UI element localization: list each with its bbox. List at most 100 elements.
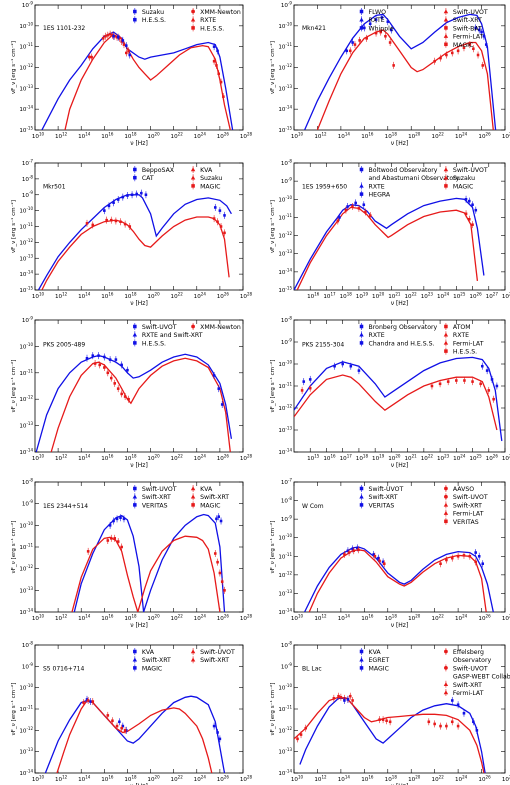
data-point — [296, 737, 299, 741]
legend-label: MAGIC — [453, 42, 473, 49]
data-point — [130, 193, 134, 197]
data-point — [218, 571, 222, 575]
x-tick-label: 1024 — [194, 613, 207, 622]
data-point — [380, 16, 384, 19]
y-tick-label: 10-13 — [278, 747, 292, 756]
legend-marker — [443, 9, 449, 14]
data-point — [337, 694, 340, 698]
legend-marker — [443, 502, 449, 507]
x-tick-label: 1022 — [171, 453, 184, 462]
data-point — [464, 212, 468, 216]
data-point — [476, 53, 480, 57]
plot-area — [44, 695, 226, 773]
y-tick-label: 10-9 — [281, 337, 293, 346]
data-point — [490, 378, 494, 381]
data-point — [213, 206, 217, 209]
legend-marker — [190, 17, 196, 22]
data-point — [123, 395, 127, 398]
x-tick-label: 1014 — [338, 131, 351, 140]
legend-marker — [190, 649, 196, 654]
legend-marker — [444, 649, 448, 654]
data-point — [217, 72, 221, 76]
x-tick-label: 1022 — [432, 774, 445, 783]
x-tick-label: 1024 — [194, 453, 207, 462]
x-tick-label: 1016 — [361, 613, 374, 622]
data-point — [216, 560, 219, 564]
y-tick-label: 10-12 — [278, 726, 292, 735]
y-tick-label: 10-13 — [19, 586, 33, 595]
y-tick-label: 10-14 — [278, 607, 292, 616]
y-tick-label: 10-9 — [22, 315, 34, 324]
model-curve — [304, 546, 494, 612]
source-name: S5 0716+714 — [43, 666, 84, 673]
legend-label: Bronberg Observatory — [369, 324, 438, 331]
legend-marker — [443, 175, 449, 180]
data-point — [223, 589, 226, 592]
legend-marker — [359, 666, 364, 670]
legend-label: EGRET — [369, 657, 390, 664]
data-point — [462, 554, 466, 557]
x-tick-label: 1012 — [55, 774, 68, 783]
x-tick-label: 1016 — [361, 774, 374, 783]
data-point — [351, 547, 354, 551]
y-axis-label: νF_ν [erg s⁻¹ cm⁻²] — [10, 521, 17, 574]
data-point — [481, 64, 485, 67]
data-point — [462, 711, 466, 715]
x-axis-label: ν [Hz] — [391, 783, 409, 785]
y-tick-label: 10-12 — [278, 231, 292, 240]
data-point — [103, 355, 106, 359]
x-tick-label: 1020 — [372, 291, 385, 300]
data-point — [135, 192, 138, 196]
legend-label: VERITAS — [369, 502, 395, 509]
data-point — [455, 379, 458, 382]
data-point — [474, 26, 477, 30]
x-tick-label: 1010 — [32, 774, 45, 783]
x-tick-label: 1010 — [291, 613, 304, 622]
legend-marker — [359, 657, 364, 662]
model-curve — [41, 31, 234, 130]
plot-area — [35, 352, 233, 452]
data-point — [343, 699, 346, 702]
legend-label: Observatory — [453, 657, 492, 664]
data-point — [382, 562, 386, 565]
legend-label: VERITAS — [453, 519, 479, 526]
data-point — [222, 95, 225, 98]
legend-label: Fermi-LAT — [453, 340, 484, 347]
data-point — [381, 718, 385, 721]
y-tick-label: 10-13 — [19, 254, 33, 263]
legend-marker — [444, 519, 448, 524]
data-point — [481, 562, 485, 565]
data-point — [348, 694, 352, 698]
y-axis-label: νF_ν [erg s⁻¹ cm⁻²] — [269, 200, 276, 253]
x-tick-label: 1020 — [147, 453, 160, 462]
legend-label: Swift-UVOT — [142, 486, 177, 493]
legend-label: Suzaku — [200, 175, 222, 182]
y-tick-label: 10-14 — [278, 267, 292, 276]
data-point — [346, 698, 350, 701]
y-tick-label: 10-9 — [281, 662, 293, 671]
x-tick-label: 1026 — [478, 131, 491, 140]
y-tick-label: 10-13 — [278, 249, 292, 258]
data-point — [220, 580, 224, 583]
source-name: Mkr501 — [43, 183, 66, 190]
data-point — [216, 731, 219, 734]
x-tick-label: 1020 — [147, 291, 160, 300]
y-tick-label: 10-10 — [19, 521, 33, 530]
data-point — [480, 364, 484, 368]
data-point — [115, 724, 119, 728]
data-point — [346, 205, 349, 208]
x-tick-label: 1018 — [124, 291, 137, 300]
data-point — [369, 214, 372, 217]
legend-label: KVA — [200, 167, 213, 174]
data-point — [93, 362, 97, 365]
x-tick-label: 1014 — [78, 613, 91, 622]
legend-label: H.E.S.S. — [453, 349, 477, 356]
sed-panel: 1010 1012 1014 1016 1018 1020 1022 1024 1026 1028… — [10, 158, 253, 307]
source-name: 1ES 1101-232 — [43, 25, 85, 32]
legend-label: H.E.S.S. — [200, 25, 224, 32]
x-tick-label: 1016 — [361, 131, 374, 140]
data-point — [485, 369, 489, 372]
